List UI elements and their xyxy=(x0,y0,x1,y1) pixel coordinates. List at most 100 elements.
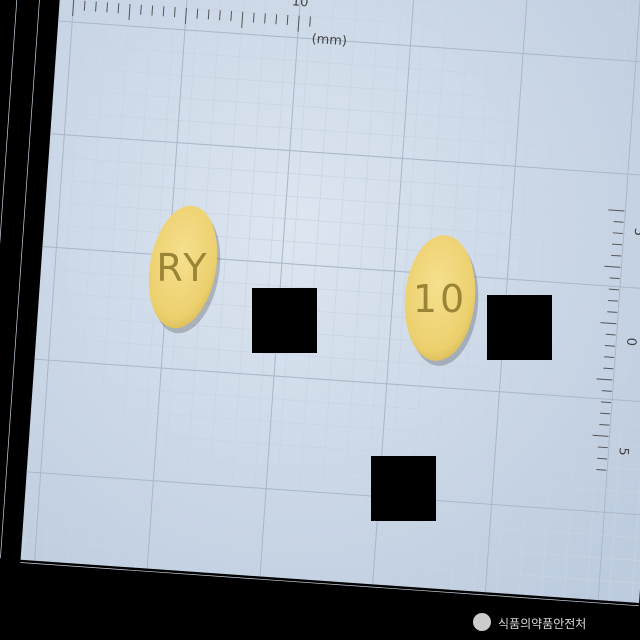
grid-line xyxy=(596,457,608,460)
grid-line xyxy=(563,0,610,598)
grid-line xyxy=(43,223,640,268)
ruler-label: 5 xyxy=(615,447,631,456)
grid-line xyxy=(631,0,640,603)
pill-imprint: 10 xyxy=(413,277,467,321)
grid-line xyxy=(315,0,362,581)
grid-line xyxy=(597,0,640,601)
grid-line xyxy=(23,517,640,561)
grid-line xyxy=(20,562,639,607)
grid-line xyxy=(613,221,624,223)
logo-mark xyxy=(473,613,491,631)
grid-line xyxy=(592,434,609,437)
grid-line xyxy=(600,412,611,415)
grid-line xyxy=(596,469,607,471)
grid-line xyxy=(48,156,640,201)
grid-line xyxy=(608,209,625,212)
ruler-label: 0 xyxy=(623,337,639,346)
grid-line xyxy=(207,9,210,20)
grid-line xyxy=(360,0,407,584)
grid-board: 0 10 (mm) 5 0 5 xyxy=(0,0,640,607)
grid-line xyxy=(338,0,384,582)
grid-line xyxy=(56,43,640,88)
grid-line xyxy=(50,133,640,178)
grid-line xyxy=(264,13,266,24)
grid-line xyxy=(230,11,233,22)
grid-line xyxy=(611,254,622,257)
grid-line xyxy=(603,367,614,370)
grid-line xyxy=(42,245,640,291)
pill: RY xyxy=(148,205,221,334)
grid-line xyxy=(196,8,199,19)
grid-line xyxy=(600,322,617,325)
grid-line xyxy=(31,404,640,449)
redaction xyxy=(487,295,552,360)
grid-line xyxy=(26,471,640,516)
ruler-label: 10 xyxy=(291,0,309,10)
grid-line xyxy=(25,494,640,539)
grid-line xyxy=(140,4,142,15)
grid-line xyxy=(45,0,91,562)
grid-line xyxy=(518,0,564,595)
grid-line xyxy=(37,314,640,359)
grid-line xyxy=(248,0,294,576)
grid-line xyxy=(22,0,68,560)
grid-line xyxy=(600,401,611,404)
grid-line xyxy=(67,0,114,564)
grid-line xyxy=(184,7,187,24)
grid-line xyxy=(604,356,615,359)
grid-line xyxy=(173,7,176,18)
grid-line xyxy=(90,0,136,565)
grid-line xyxy=(53,88,640,133)
board xyxy=(20,0,640,603)
grid-line xyxy=(39,291,640,336)
grid-line xyxy=(29,426,640,471)
grid-line xyxy=(47,178,640,223)
grid-line xyxy=(608,288,619,291)
grid-line xyxy=(275,14,278,25)
grid-line xyxy=(162,6,165,17)
grid-line xyxy=(450,0,497,590)
grid-line xyxy=(484,0,531,593)
grid-line xyxy=(241,11,244,28)
grid-line xyxy=(61,0,640,20)
grid-line xyxy=(36,336,640,381)
grid-line xyxy=(605,333,616,336)
grid-line xyxy=(95,1,97,12)
grid-line xyxy=(604,345,615,347)
grid-line xyxy=(21,539,640,584)
grid-line xyxy=(45,201,640,246)
grid-line xyxy=(252,12,255,23)
grid-line xyxy=(601,390,612,392)
grid-line xyxy=(607,311,618,313)
grid-line xyxy=(596,378,613,381)
grid-line xyxy=(34,0,80,561)
grid-line xyxy=(611,243,623,246)
redaction xyxy=(371,456,436,521)
grid-line xyxy=(202,0,249,573)
grid-line xyxy=(0,0,23,557)
grid-line xyxy=(309,16,311,27)
pill-imprint: RY xyxy=(156,246,209,290)
grid-line xyxy=(117,3,120,14)
grid-line xyxy=(270,0,316,578)
grid-line xyxy=(58,20,640,65)
grid-line xyxy=(106,2,109,13)
grid-line xyxy=(599,423,610,426)
grid-line xyxy=(55,66,640,111)
ruler-label: 5 xyxy=(631,227,640,236)
grid-line xyxy=(297,15,300,32)
grid-line xyxy=(608,299,619,302)
grid-line xyxy=(496,0,542,593)
grid-line xyxy=(597,446,608,449)
grid-line xyxy=(286,14,289,26)
grid-line xyxy=(259,0,306,577)
grid-line xyxy=(609,277,620,280)
logo-text: 식품의약품안전처 xyxy=(498,616,586,631)
grid-line xyxy=(219,10,221,21)
grid-line xyxy=(473,0,519,592)
grid-line xyxy=(32,381,640,426)
grid-line xyxy=(28,449,640,494)
grid-line xyxy=(40,269,640,314)
